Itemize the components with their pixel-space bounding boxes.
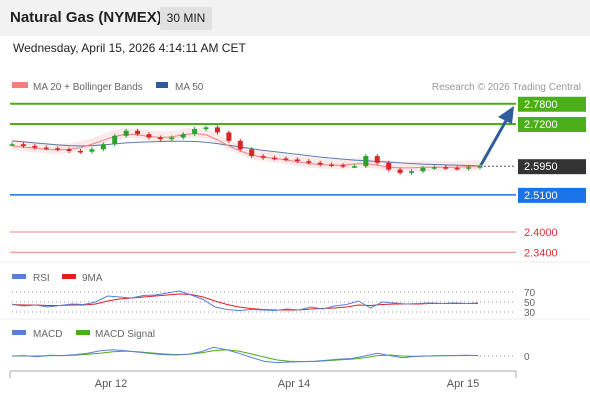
ma20-line	[11, 132, 481, 169]
candle-body	[443, 167, 449, 169]
level-2-3400-label: 2.3400	[524, 247, 558, 259]
candle-body	[454, 167, 460, 170]
x-tick-label: Apr 12	[95, 378, 127, 390]
candle-body	[66, 149, 72, 151]
rsi-tick-70: 70	[524, 288, 536, 299]
level-2-5950-label: 2.5950	[524, 161, 558, 173]
candle-body	[123, 130, 129, 136]
candle-body	[9, 144, 15, 146]
candle-body	[214, 127, 220, 133]
macd-legend-swatch	[12, 330, 26, 335]
macd-legend-label: MACD	[33, 329, 62, 340]
candle-body	[169, 137, 175, 140]
x-tick-label: Apr 15	[447, 378, 479, 390]
candle-body	[351, 166, 357, 168]
rsi-tick-30: 30	[524, 308, 536, 319]
candle-body	[409, 171, 415, 173]
candle-body	[226, 132, 232, 141]
macd-signal-line	[12, 349, 479, 363]
candle-body	[77, 151, 83, 153]
candle-body	[180, 134, 186, 138]
macd-signal-legend-label: MACD Signal	[95, 329, 155, 340]
candle-body	[135, 130, 141, 135]
candle-body	[20, 144, 26, 146]
rsi-line	[11, 290, 479, 312]
candle-body	[374, 156, 380, 163]
rsi-9ma-legend-swatch	[62, 274, 76, 279]
candle-body	[431, 167, 437, 169]
level-2-5950-tag	[518, 159, 586, 175]
bollinger-band	[12, 127, 480, 172]
candle-body	[55, 148, 61, 150]
candle-body	[294, 159, 300, 162]
level-2-7200-label: 2.7200	[524, 119, 558, 131]
projection-arrow-line	[479, 118, 509, 166]
candle-body	[203, 127, 209, 130]
rsi-legend-label: RSI	[33, 273, 50, 284]
candle-body	[340, 165, 346, 167]
candle-body	[32, 145, 38, 148]
level-2-7800-tag	[518, 96, 586, 112]
candle-body	[477, 166, 483, 168]
timeframe-badge[interactable]: 30 MIN	[160, 7, 212, 30]
ma50-legend-label: MA 50	[175, 82, 204, 93]
candle-body	[329, 164, 335, 166]
ma20-legend-swatch	[12, 82, 28, 88]
ma20-legend-label: MA 20 + Bollinger Bands	[33, 82, 143, 93]
candle-body	[157, 137, 163, 140]
candle-body	[272, 157, 278, 160]
macd-signal-legend-swatch	[76, 330, 90, 335]
candle-body	[306, 161, 312, 163]
candle-body	[43, 147, 49, 150]
candle-body	[363, 156, 369, 167]
level-2-5100-tag	[518, 187, 586, 203]
rsi-tick-50: 50	[524, 298, 536, 309]
candle-body	[249, 149, 255, 157]
candle-body	[283, 158, 289, 160]
candle-body	[112, 135, 118, 145]
report-datetime: Wednesday, April 15, 2026 4:14:11 AM CET	[13, 41, 246, 55]
candle-body	[397, 169, 403, 173]
level-2-5100-label: 2.5100	[524, 190, 558, 202]
ma50-line	[11, 140, 481, 167]
candle-body	[317, 162, 323, 165]
level-2-7800-label: 2.7800	[524, 99, 558, 111]
rsi-legend-swatch	[12, 274, 26, 279]
level-2-4000-label: 2.4000	[524, 227, 558, 239]
candle-body	[386, 162, 392, 170]
projection-arrow-head	[498, 106, 514, 124]
ma50-legend-swatch	[156, 82, 168, 88]
x-tick-label: Apr 14	[278, 378, 310, 390]
candle-body	[260, 156, 266, 158]
candle-body	[237, 140, 243, 150]
candle-body	[466, 167, 472, 169]
macd-tick-0: 0	[524, 352, 530, 363]
level-2-7200-tag	[518, 117, 586, 132]
candle-body	[89, 149, 95, 152]
candle-body	[420, 167, 426, 172]
candle-body	[192, 129, 198, 135]
rsi-9ma-legend-label: 9MA	[82, 273, 103, 284]
instrument-title: Natural Gas (NYMEX)	[10, 9, 162, 26]
candle-body	[100, 144, 106, 150]
macd-line	[11, 346, 479, 364]
header-bar: Natural Gas (NYMEX) 30 MIN	[0, 0, 590, 36]
research-credit: Research © 2026 Trading Central	[432, 82, 581, 93]
candle-body	[146, 134, 152, 138]
